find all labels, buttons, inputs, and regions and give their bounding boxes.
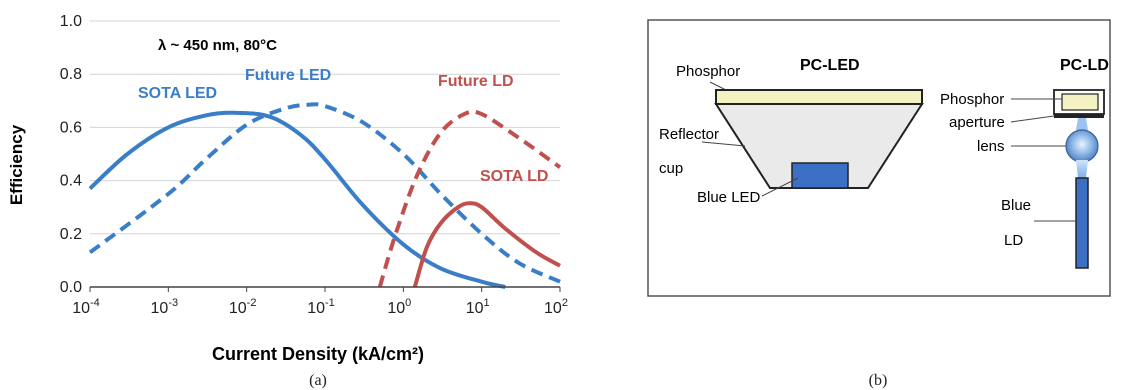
blue-ld-label-2: LD (1004, 232, 1023, 249)
series-line-sota-led (88, 110, 506, 289)
phosphor-label: Phosphor (676, 63, 740, 80)
reflector-label-2: cup (659, 160, 683, 177)
x-tick-label: 10-3 (151, 297, 179, 317)
ld-beam-upper (1076, 118, 1088, 130)
y-tick-label: 0.4 (60, 173, 82, 190)
ld-phosphor-label: Phosphor (940, 91, 1004, 108)
wavelength-annotation: λ ~ 450 nm, 80°C (158, 37, 277, 54)
x-axis-label: Current Density (kA/cm²) (212, 344, 424, 364)
blue-led-chip (791, 162, 849, 189)
y-axis-label: Efficiency (7, 124, 26, 205)
y-tick-label: 0.2 (60, 226, 82, 243)
x-tick-label: 102 (544, 297, 568, 317)
reflector-leader (701, 141, 746, 147)
ld-lens (1065, 129, 1099, 163)
series-label-sota-led: SOTA LED (138, 85, 217, 102)
y-tick-label: 0.0 (60, 279, 82, 296)
series-label-future-ld: Future LD (438, 73, 514, 90)
pc-led-title: PC-LED (800, 57, 860, 74)
x-tick-label: 10-2 (229, 297, 257, 317)
curves (88, 102, 562, 289)
blue-led-label: Blue LED (697, 189, 761, 206)
x-tick-labels: 10-4 10-3 10-2 10-1 100 101 102 (72, 287, 568, 317)
x-tick-label: 10-4 (72, 297, 100, 317)
series-line-sota-ld (412, 201, 561, 288)
blue-ld-bar (1075, 177, 1089, 269)
y-tick-label: 0.8 (60, 66, 82, 83)
panel-b-diagram: PC-LED Phosphor Reflector cup Blue LED P… (647, 19, 1111, 389)
aperture-leader (1010, 115, 1055, 123)
y-tick-label: 0.6 (60, 119, 82, 136)
series-line-future-led (88, 102, 561, 284)
series-line-future-ld (377, 109, 562, 288)
pc-ld-title: PC-LD (1060, 57, 1109, 74)
x-tick-label: 100 (387, 297, 411, 317)
y-tick-labels: 0.0 0.2 0.4 0.6 0.8 1.0 (60, 13, 82, 296)
panel-b-caption: (b) (869, 372, 888, 389)
panel-a-chart: 0.00.20.40.60.81.0 10-4 10-3 10-2 10-1 100 10… (7, 13, 568, 389)
reflector-label-1: Reflector (659, 126, 719, 143)
series-label-sota-ld: SOTA LD (480, 168, 548, 185)
ld-aperture-bar (1054, 114, 1104, 118)
panel-a-caption: (a) (309, 372, 327, 389)
blue-ld-label-1: Blue (1001, 197, 1031, 214)
ld-beam-lower (1076, 160, 1088, 178)
y-tick-label: 1.0 (60, 13, 82, 30)
blue-led-leader (761, 177, 799, 197)
x-tick-label: 101 (466, 297, 490, 317)
led-phosphor-layer (715, 89, 923, 105)
x-tick-label: 10-1 (307, 297, 335, 317)
aperture-label: aperture (949, 114, 1005, 131)
ld-phosphor (1061, 93, 1099, 111)
lens-label: lens (977, 138, 1005, 155)
series-label-future-led: Future LED (245, 67, 331, 84)
